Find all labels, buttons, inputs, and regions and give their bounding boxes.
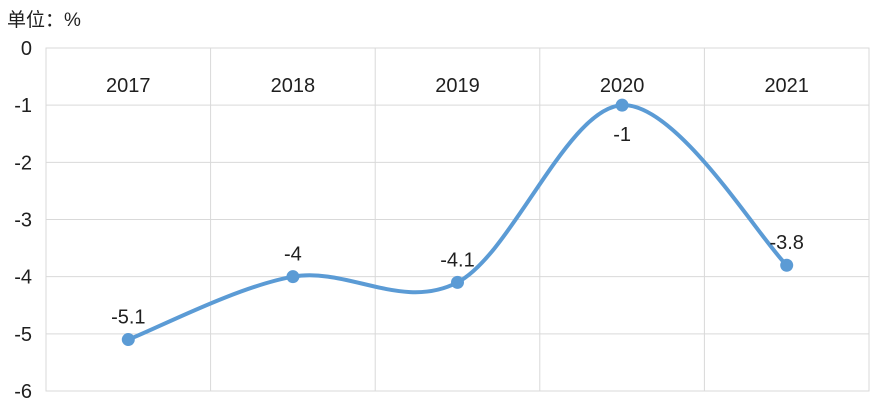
- data-point-marker: [121, 333, 135, 347]
- data-point-marker: [286, 270, 300, 284]
- category-label: 2019: [435, 75, 480, 97]
- unit-label: 单位：%: [7, 10, 81, 31]
- data-point-label: -1: [613, 124, 631, 146]
- y-tick-label: -1: [14, 95, 32, 117]
- y-tick-label: -5: [14, 324, 32, 346]
- plot-border: [45, 47, 870, 392]
- category-label: 2020: [600, 75, 645, 97]
- y-tick-label: -2: [14, 152, 32, 174]
- y-tick-label: -3: [14, 210, 32, 232]
- category-label: 2018: [271, 75, 316, 97]
- data-point-marker: [615, 98, 629, 112]
- data-point-label: -5.1: [111, 307, 145, 329]
- y-tick-label: -6: [14, 381, 32, 403]
- series-line: [126, 103, 789, 342]
- data-point-marker: [451, 275, 464, 289]
- data-point-label: -3.8: [769, 232, 803, 254]
- data-point-marker: [780, 258, 794, 272]
- category-label: 2017: [106, 75, 151, 97]
- data-point-label: -4: [284, 244, 302, 266]
- y-tick-label: 0: [21, 38, 32, 60]
- y-tick-label: -4: [14, 267, 32, 289]
- category-label: 2021: [764, 75, 809, 97]
- data-point-label: -4.1: [440, 249, 474, 271]
